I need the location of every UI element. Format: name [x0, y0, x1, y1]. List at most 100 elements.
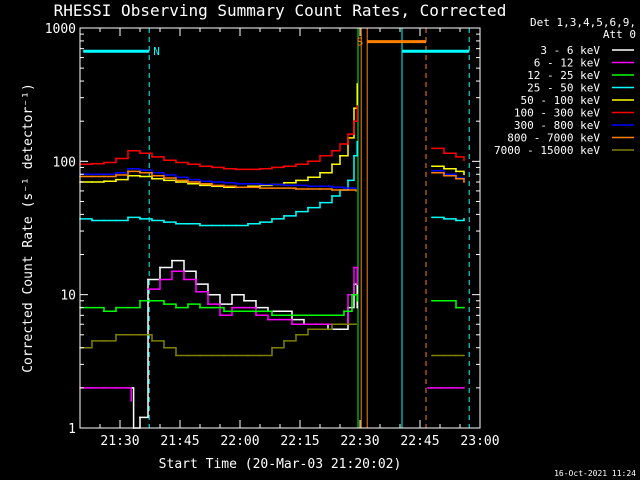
series-1-point-1-17 [347, 293, 349, 296]
series-7-point-0-16 [271, 187, 273, 190]
series-3-point-1-2 [455, 219, 457, 222]
series-2-point-1-3 [463, 306, 465, 309]
series-2-point-0-18 [295, 314, 297, 317]
series-1-point-0-2 [103, 387, 105, 389]
series-7-point-0-5 [139, 171, 141, 174]
series-7-point-0-22 [343, 189, 345, 191]
series-5-line-1 [432, 147, 465, 161]
x-tick-label-0: 21:30 [100, 434, 139, 449]
series-3-point-0-5 [139, 218, 141, 220]
series-7-point-0-2 [103, 175, 105, 178]
series-1-point-0-4 [127, 387, 129, 389]
series-7-point-1-0 [431, 171, 433, 174]
series-1-point-0-5 [130, 399, 133, 402]
series-1-point-1-2 [171, 270, 173, 273]
series-6-point-0-17 [283, 184, 285, 187]
series-6-point-1-0 [431, 169, 433, 172]
legend-header-line-1: Det 1,3,4,5,6,9, [530, 16, 636, 29]
series-0-line-0 [132, 259, 358, 429]
series-6-point-0-1 [91, 173, 93, 176]
y-tick-label-2: 100 [53, 155, 76, 170]
legend-label-1: 6 - 12 keV [534, 57, 601, 70]
series-2-point-0-21 [331, 314, 333, 317]
series-4 [79, 83, 465, 189]
series-1-point-1-7 [231, 306, 233, 309]
series-5-point-0-4 [127, 149, 129, 152]
series-6-point-0-13 [235, 182, 237, 185]
series-2-point-0-19 [307, 314, 309, 317]
series-2-point-0-23 [351, 293, 353, 296]
series-8-point-0-6 [151, 340, 153, 342]
series-5-point-1-3 [463, 159, 465, 162]
series-group [79, 83, 465, 429]
series-1-line-0 [80, 387, 132, 401]
series-1-point-2-1 [439, 387, 441, 389]
series-6-point-0-16 [271, 183, 273, 186]
series-6-point-0-14 [247, 182, 249, 185]
series-0-point-0-2 [139, 416, 141, 419]
series-4-point-0-19 [307, 176, 309, 179]
series-2-point-0-24 [356, 299, 359, 302]
series-2-point-0-16 [271, 314, 273, 317]
series-8-point-0-17 [283, 340, 285, 342]
flag-bars: NS [83, 36, 470, 58]
legend-label-7: 800 - 7000 keV [507, 132, 600, 145]
series-2-point-1-0 [431, 299, 433, 302]
legend-label-8: 7000 - 15000 keV [494, 144, 600, 157]
series-3-point-0-24 [353, 154, 355, 157]
series-5-point-0-18 [295, 163, 297, 166]
series-6-point-0-3 [115, 171, 117, 174]
x-axis: 21:30 21:45 22:00 22:15 22:30 22:45 23:00 [99, 28, 500, 449]
series-8-point-0-18 [295, 333, 297, 336]
series-4-point-0-18 [295, 179, 297, 182]
series-2-point-0-15 [259, 310, 261, 313]
series-1-point-1-6 [219, 314, 221, 317]
series-8-point-0-10 [199, 354, 201, 357]
series-8-point-0-1 [91, 340, 93, 342]
series-7-point-0-18 [295, 188, 297, 190]
series-1-point-2-2 [451, 387, 453, 389]
series-5-point-0-6 [151, 156, 153, 158]
series-2-point-0-2 [103, 310, 105, 313]
series-3-point-0-18 [295, 210, 297, 213]
series-2-point-0-10 [199, 306, 201, 309]
series-2-point-0-8 [175, 306, 177, 309]
series-7-point-0-10 [199, 182, 201, 185]
series-5-point-0-12 [223, 167, 225, 170]
series-5-point-1-1 [443, 152, 445, 155]
series-7-point-0-9 [187, 181, 189, 183]
series-7-point-0-7 [163, 177, 165, 179]
series-1-point-1-0 [147, 288, 149, 290]
series-5-point-0-23 [347, 133, 349, 136]
series-3-point-0-13 [235, 224, 237, 227]
series-7-line-0 [80, 170, 357, 191]
series-3-point-0-6 [151, 219, 153, 222]
series-2 [79, 293, 465, 317]
series-1-point-1-14 [315, 323, 317, 326]
series-7-point-0-11 [211, 184, 213, 187]
legend-label-3: 25 - 50 keV [527, 82, 600, 95]
x-axis-label: Start Time (20-Mar-03 21:20:02) [159, 457, 402, 472]
series-4-point-1-1 [443, 167, 445, 170]
x-tick-label-1: 21:45 [160, 434, 199, 449]
flag-label-1: S [357, 36, 364, 49]
series-3-point-0-15 [259, 221, 261, 224]
series-2-point-0-9 [187, 303, 189, 305]
series-2-point-0-11 [211, 306, 213, 309]
series-2-point-0-13 [235, 310, 237, 313]
series-5-point-1-2 [455, 156, 457, 158]
series-7-point-0-6 [151, 174, 153, 177]
series-4-point-0-6 [151, 177, 153, 180]
flag-label-0: N [153, 45, 160, 58]
series-5-point-0-1 [91, 162, 93, 165]
series-3-point-1-1 [443, 218, 445, 220]
series-4-line-1 [432, 165, 465, 175]
series-2-point-0-7 [163, 303, 165, 305]
series-6-point-0-12 [223, 181, 225, 184]
series-1-point-0-1 [91, 387, 93, 389]
series-3-point-0-14 [247, 222, 249, 225]
series-4-point-0-3 [115, 178, 117, 181]
series-5-point-0-8 [175, 161, 177, 164]
series-2-point-0-4 [127, 306, 129, 309]
